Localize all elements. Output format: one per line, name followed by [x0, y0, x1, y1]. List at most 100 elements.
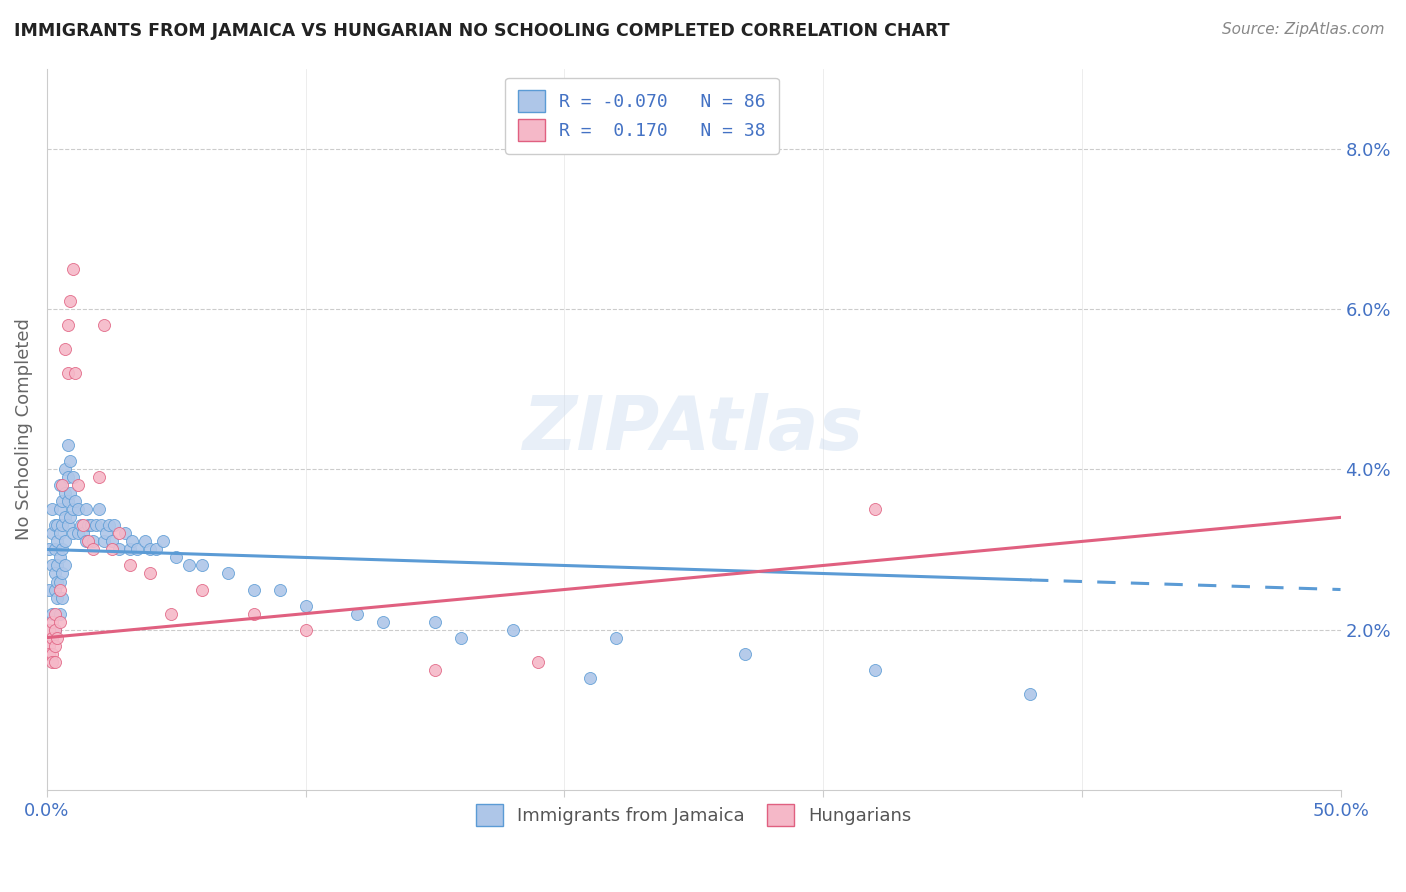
Point — [66, 526, 89, 541]
Point — [243, 607, 266, 621]
Point — [96, 526, 118, 541]
Point — [41, 607, 63, 621]
Point — [56, 494, 79, 508]
Point — [51, 542, 73, 557]
Point — [59, 454, 82, 468]
Point — [56, 518, 79, 533]
Point — [100, 534, 122, 549]
Point — [49, 550, 72, 565]
Point — [90, 518, 112, 533]
Point — [450, 631, 472, 645]
Point — [87, 502, 110, 516]
Point — [139, 566, 162, 581]
Point — [49, 615, 72, 629]
Point — [59, 486, 82, 500]
Point — [51, 591, 73, 605]
Point — [605, 631, 627, 645]
Point — [62, 261, 84, 276]
Point — [46, 558, 69, 573]
Point — [160, 607, 183, 621]
Point — [269, 582, 291, 597]
Point — [139, 542, 162, 557]
Point — [44, 542, 66, 557]
Point — [49, 478, 72, 492]
Point — [75, 502, 97, 516]
Point — [108, 526, 131, 541]
Point — [38, 647, 60, 661]
Point — [62, 470, 84, 484]
Point — [44, 639, 66, 653]
Point — [127, 542, 149, 557]
Point — [46, 518, 69, 533]
Point — [53, 558, 76, 573]
Point — [51, 478, 73, 492]
Point — [56, 470, 79, 484]
Point — [69, 518, 91, 533]
Point — [62, 502, 84, 516]
Point — [87, 470, 110, 484]
Point — [243, 582, 266, 597]
Text: IMMIGRANTS FROM JAMAICA VS HUNGARIAN NO SCHOOLING COMPLETED CORRELATION CHART: IMMIGRANTS FROM JAMAICA VS HUNGARIAN NO … — [14, 22, 949, 40]
Point — [65, 366, 87, 380]
Point — [49, 574, 72, 589]
Point — [53, 342, 76, 356]
Point — [49, 582, 72, 597]
Point — [44, 582, 66, 597]
Point — [423, 615, 446, 629]
Point — [51, 518, 73, 533]
Point — [82, 542, 104, 557]
Point — [56, 318, 79, 332]
Point — [165, 550, 187, 565]
Point — [118, 558, 141, 573]
Point — [51, 494, 73, 508]
Point — [82, 534, 104, 549]
Point — [41, 558, 63, 573]
Point — [191, 582, 214, 597]
Point — [423, 663, 446, 677]
Point — [118, 542, 141, 557]
Point — [41, 631, 63, 645]
Point — [46, 574, 69, 589]
Point — [734, 647, 756, 661]
Point — [502, 623, 524, 637]
Point — [346, 607, 368, 621]
Point — [38, 542, 60, 557]
Point — [56, 366, 79, 380]
Point — [114, 526, 136, 541]
Point — [51, 566, 73, 581]
Point — [44, 566, 66, 581]
Point — [41, 647, 63, 661]
Point — [44, 607, 66, 621]
Point — [152, 534, 174, 549]
Point — [41, 526, 63, 541]
Point — [65, 494, 87, 508]
Point — [44, 655, 66, 669]
Point — [59, 293, 82, 308]
Point — [49, 526, 72, 541]
Point — [53, 534, 76, 549]
Point — [93, 318, 115, 332]
Point — [77, 518, 100, 533]
Point — [863, 502, 886, 516]
Point — [84, 518, 107, 533]
Point — [53, 510, 76, 524]
Point — [145, 542, 167, 557]
Point — [46, 591, 69, 605]
Point — [191, 558, 214, 573]
Text: Source: ZipAtlas.com: Source: ZipAtlas.com — [1222, 22, 1385, 37]
Point — [41, 655, 63, 669]
Point — [217, 566, 239, 581]
Point — [44, 623, 66, 637]
Point — [77, 534, 100, 549]
Point — [49, 502, 72, 516]
Point — [38, 582, 60, 597]
Point — [108, 542, 131, 557]
Point — [59, 510, 82, 524]
Point — [294, 623, 316, 637]
Point — [98, 518, 121, 533]
Point — [41, 502, 63, 516]
Point — [49, 607, 72, 621]
Point — [294, 599, 316, 613]
Point — [100, 542, 122, 557]
Point — [53, 462, 76, 476]
